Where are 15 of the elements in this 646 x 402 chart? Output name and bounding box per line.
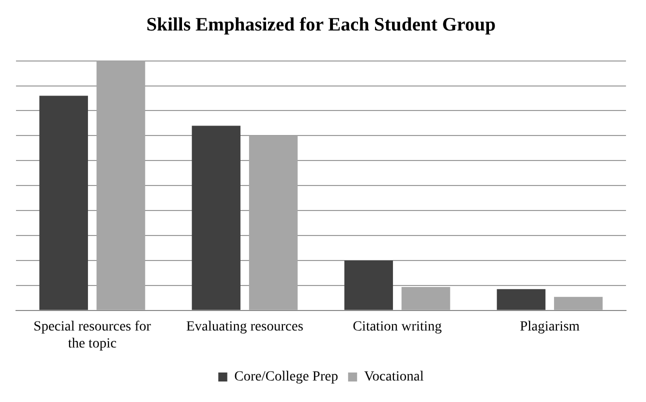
bar — [249, 136, 298, 310]
legend-label: Vocational — [364, 370, 424, 385]
x-tick-label: Evaluating resources — [186, 319, 304, 334]
legend-label: Core/College Prep — [234, 370, 338, 385]
bar — [192, 126, 240, 310]
bar — [554, 296, 603, 310]
bar — [96, 60, 146, 310]
x-tick-label: Citation writing — [352, 319, 442, 334]
bar — [39, 96, 88, 310]
chart-title: Skills Emphasized for Each Student Group — [146, 14, 496, 36]
x-tick-label: Special resources for the topic — [34, 319, 152, 352]
bar — [344, 260, 393, 310]
bar — [496, 289, 546, 310]
x-tick-label: Plagiarism — [520, 319, 580, 334]
bar — [402, 286, 450, 310]
